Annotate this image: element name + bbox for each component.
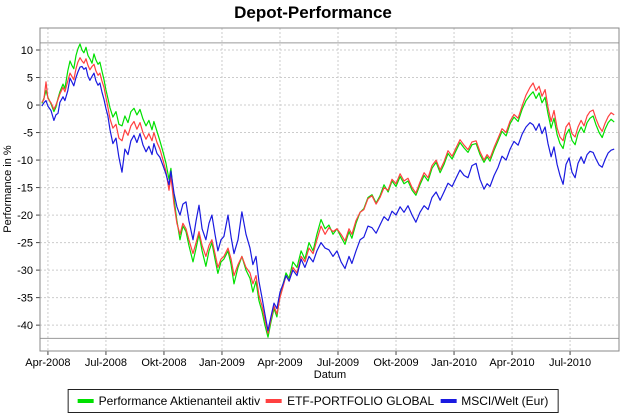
series-line-1 [41, 57, 615, 334]
y-tick-label: -10 [17, 155, 33, 167]
y-tick-label: -40 [17, 320, 33, 332]
y-tick-label: 5 [27, 73, 33, 85]
y-tick-label: -15 [17, 183, 33, 195]
x-tick-label: Okt-2009 [373, 357, 418, 369]
y-axis-label: Performance in % [2, 145, 14, 233]
y-tick-label: 0 [27, 100, 33, 112]
red-line-swatch-icon [266, 399, 283, 403]
series-line-2 [41, 65, 615, 332]
x-tick-label: Jul-2009 [317, 357, 359, 369]
legend-label: MSCI/Welt (Eur) [461, 394, 549, 408]
blue-line-swatch-icon [440, 399, 457, 403]
y-tick-label: -20 [17, 210, 33, 222]
chart-title: Depot-Performance [234, 3, 392, 22]
x-tick-label: Jan-2010 [431, 357, 477, 369]
legend-label: ETF-PORTFOLIO GLOBAL [287, 394, 435, 408]
x-tick-label: Apr-2008 [25, 357, 70, 369]
y-tick-label: -35 [17, 293, 33, 305]
legend-item-msci-welt: MSCI/Welt (Eur) [440, 394, 548, 408]
y-tick-label: -25 [17, 238, 33, 250]
y-tick-label: -5 [23, 128, 33, 140]
legend: Performance Aktienanteil aktiv ETF-PORTF… [67, 389, 559, 413]
series-line-0 [41, 43, 615, 338]
y-tick-label: -30 [17, 265, 33, 277]
x-tick-label: Jul-2008 [85, 357, 127, 369]
plot-border [39, 27, 620, 352]
x-tick-label: Apr-2009 [257, 357, 302, 369]
legend-item-aktienanteil: Performance Aktienanteil aktiv [77, 394, 261, 408]
legend-item-etf-portfolio: ETF-PORTFOLIO GLOBAL [266, 394, 434, 408]
x-tick-label: Apr-2010 [489, 357, 534, 369]
x-axis-label: Datum [313, 369, 347, 381]
y-tick-label: 10 [21, 45, 33, 57]
x-tick-label: Jul-2010 [549, 357, 591, 369]
green-line-swatch-icon [77, 399, 94, 403]
x-tick-label: Jan-2009 [199, 357, 245, 369]
legend-label: Performance Aktienanteil aktiv [98, 394, 261, 408]
x-tick-label: Okt-2008 [141, 357, 186, 369]
